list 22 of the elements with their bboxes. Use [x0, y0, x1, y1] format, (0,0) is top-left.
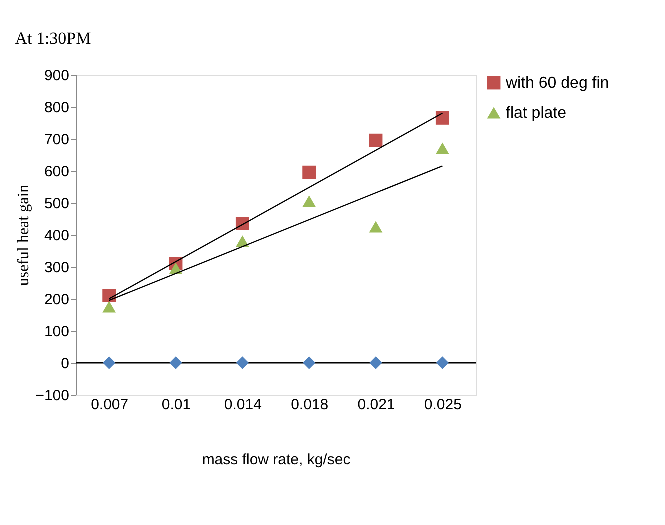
- x-axis-title: mass flow rate, kg/sec: [202, 452, 352, 468]
- y-tick-label: 200: [44, 292, 70, 308]
- x-tick-label: 0.007: [91, 396, 129, 414]
- legend-label: flat plate: [506, 105, 567, 122]
- y-tick-label: 500: [44, 196, 70, 212]
- chart-title: At 1:30PM: [15, 29, 92, 48]
- x-tick-label: 0.021: [358, 396, 396, 414]
- x-tick-label: 0.01: [162, 396, 192, 414]
- legend-label: with 60 deg fin: [505, 75, 610, 92]
- y-tick-label: 300: [44, 260, 70, 276]
- y-tick-label: 700: [44, 132, 70, 148]
- y-tick-label: −100: [36, 388, 70, 404]
- x-tick-label: 0.018: [291, 396, 329, 414]
- x-tick-label: 0.025: [424, 396, 462, 414]
- y-tick-label: 400: [44, 228, 70, 244]
- y-tick-label: 600: [44, 164, 70, 180]
- y-tick-label: 0: [61, 356, 70, 372]
- y-tick-label: 900: [44, 68, 70, 84]
- y-axis-title: useful heat gain: [16, 184, 33, 286]
- y-tick-label: 100: [44, 324, 70, 340]
- x-tick-label: 0.014: [224, 396, 262, 414]
- y-tick-label: 800: [44, 100, 70, 116]
